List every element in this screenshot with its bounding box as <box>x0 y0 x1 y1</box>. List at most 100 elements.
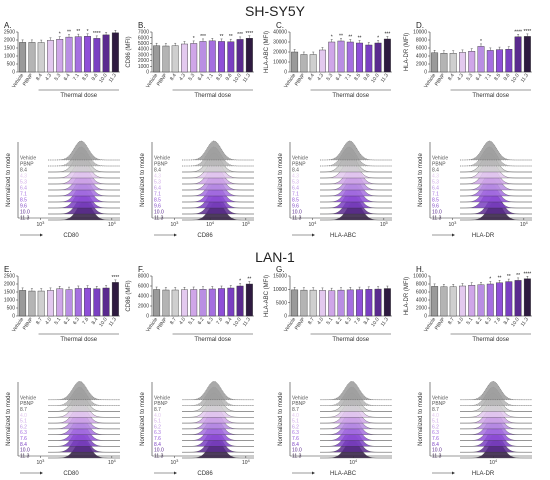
x-tick-label: 5.1 <box>465 317 474 326</box>
x-tick-label: 9.6 <box>503 73 512 82</box>
hist-x-label: HLA-DR <box>472 471 495 477</box>
bar <box>477 46 485 73</box>
x-axis-label: Thermal dose <box>332 93 369 99</box>
hist-legend-label: 6.2 <box>154 424 161 430</box>
y-axis-label: HLA-DR (MFI) <box>404 33 410 71</box>
x-tick-label: 5.3 <box>465 73 474 82</box>
bar <box>459 285 466 317</box>
bar <box>440 286 448 317</box>
significance-mark: **** <box>111 275 119 281</box>
x-tick-label: 7.6 <box>493 317 502 326</box>
hist-legend-label: 8.4 <box>154 168 161 174</box>
y-tick-label: 5000 <box>138 41 149 47</box>
bar <box>84 36 91 73</box>
x-tick-label: 8.7 <box>447 317 456 326</box>
bar <box>245 283 253 317</box>
bar <box>505 49 513 73</box>
bar <box>346 289 354 317</box>
bar <box>440 53 448 73</box>
y-tick-label: 2000 <box>416 62 427 68</box>
hist-legend-label: 11.3 <box>432 216 442 222</box>
x-tick-label: PBNP <box>434 72 447 87</box>
hist-legend-label: 11.3 <box>20 216 30 222</box>
hist-legend-label: 6.2 <box>20 424 27 430</box>
bar <box>171 289 179 317</box>
x-tick-label: 4.0 <box>456 317 465 326</box>
significance-mark: *** <box>384 32 390 38</box>
bar <box>102 34 110 73</box>
x-tick-label: 8.4 <box>363 317 372 326</box>
histogram-trace <box>459 381 533 400</box>
hist-legend-label: 10.0 <box>432 448 442 454</box>
bar <box>162 289 170 317</box>
bar <box>56 39 64 73</box>
panel-label: C. <box>276 21 284 30</box>
y-tick-label: 0 <box>12 314 15 320</box>
hist-legend-label: PBNP <box>432 401 446 407</box>
significance-mark: * <box>193 36 195 42</box>
hist-legend-label: 7.6 <box>154 436 161 442</box>
hist-x-tick-label: 104 <box>206 220 215 228</box>
hist-legend-label: Vehicle <box>20 156 36 162</box>
hist-legend-label: 10.0 <box>292 448 302 454</box>
y-tick-label: 1500 <box>4 290 15 296</box>
bar <box>56 288 64 317</box>
hist-legend-label: 4.3 <box>292 174 299 180</box>
y-tick-label: 10000 <box>413 30 427 36</box>
x-tick-label: 6.2 <box>335 317 344 326</box>
bar <box>523 278 531 317</box>
hist-legend-label: 8.4 <box>292 442 299 448</box>
x-axis-label: Thermal dose <box>60 93 97 99</box>
hist-legend-label: 8.5 <box>20 198 27 204</box>
x-axis-label: Thermal dose <box>194 337 231 343</box>
significance-mark: * <box>59 32 61 38</box>
x-tick-label: 8.7 <box>35 317 44 326</box>
significance-mark: **** <box>523 271 531 277</box>
hist-legend-label: 8.7 <box>432 407 439 413</box>
hist-y-label: Normalized to mode <box>6 391 12 445</box>
y-tick-label: 4000 <box>416 54 427 60</box>
x-tick-label: 11.3 <box>520 73 530 84</box>
x-tick-label: 5.1 <box>325 317 334 326</box>
hist-x-label: HLA-ABC <box>330 233 357 239</box>
y-tick-label: 6000 <box>138 35 149 41</box>
histogram-trace <box>459 140 532 161</box>
x-tick-label: 8.7 <box>169 317 178 326</box>
hist-legend-label: 7.1 <box>432 192 439 198</box>
panels: A.05001000150020002500CD80 (MFI)VehicleP… <box>4 21 533 477</box>
x-tick-label: 11.3 <box>108 73 118 84</box>
x-tick-label: 4.0 <box>178 317 187 326</box>
y-tick-label: 3000 <box>138 52 149 58</box>
x-tick-label: 6.4 <box>63 73 72 82</box>
y-tick-label: 4000 <box>138 294 149 300</box>
significance-mark: ** <box>67 30 71 36</box>
hist-legend-label: 11.3 <box>154 216 164 222</box>
hist-legend-label: 8.5 <box>154 198 161 204</box>
bar <box>337 289 345 317</box>
hist-arrow-head <box>40 471 43 475</box>
y-tick-label: 2000 <box>4 38 15 44</box>
x-tick-label: 6.4 <box>475 73 484 82</box>
hist-x-tick-label: 103 <box>171 220 180 228</box>
significance-mark: **** <box>245 31 253 37</box>
y-tick-label: 15000 <box>273 274 287 280</box>
significance-mark: ** <box>76 29 80 35</box>
x-tick-label: 6.3 <box>72 317 81 326</box>
hist-legend-label: 11.3 <box>20 454 30 460</box>
bar <box>190 43 198 73</box>
bar <box>236 39 244 73</box>
panel-e: E.05001000150020002500CD80 (MFI)VehicleP… <box>4 265 121 477</box>
bar <box>218 41 225 73</box>
bar <box>181 289 188 317</box>
y-axis-label: CD86 (MFI) <box>126 280 132 311</box>
y-tick-label: 4000 <box>416 298 427 304</box>
hist-x-label: CD80 <box>63 471 79 477</box>
x-tick-label: 5.1 <box>187 317 196 326</box>
hist-legend-label: 8.4 <box>154 442 161 448</box>
bar <box>514 36 522 73</box>
hist-legend-label: 8.7 <box>20 407 27 413</box>
bar <box>356 289 363 317</box>
